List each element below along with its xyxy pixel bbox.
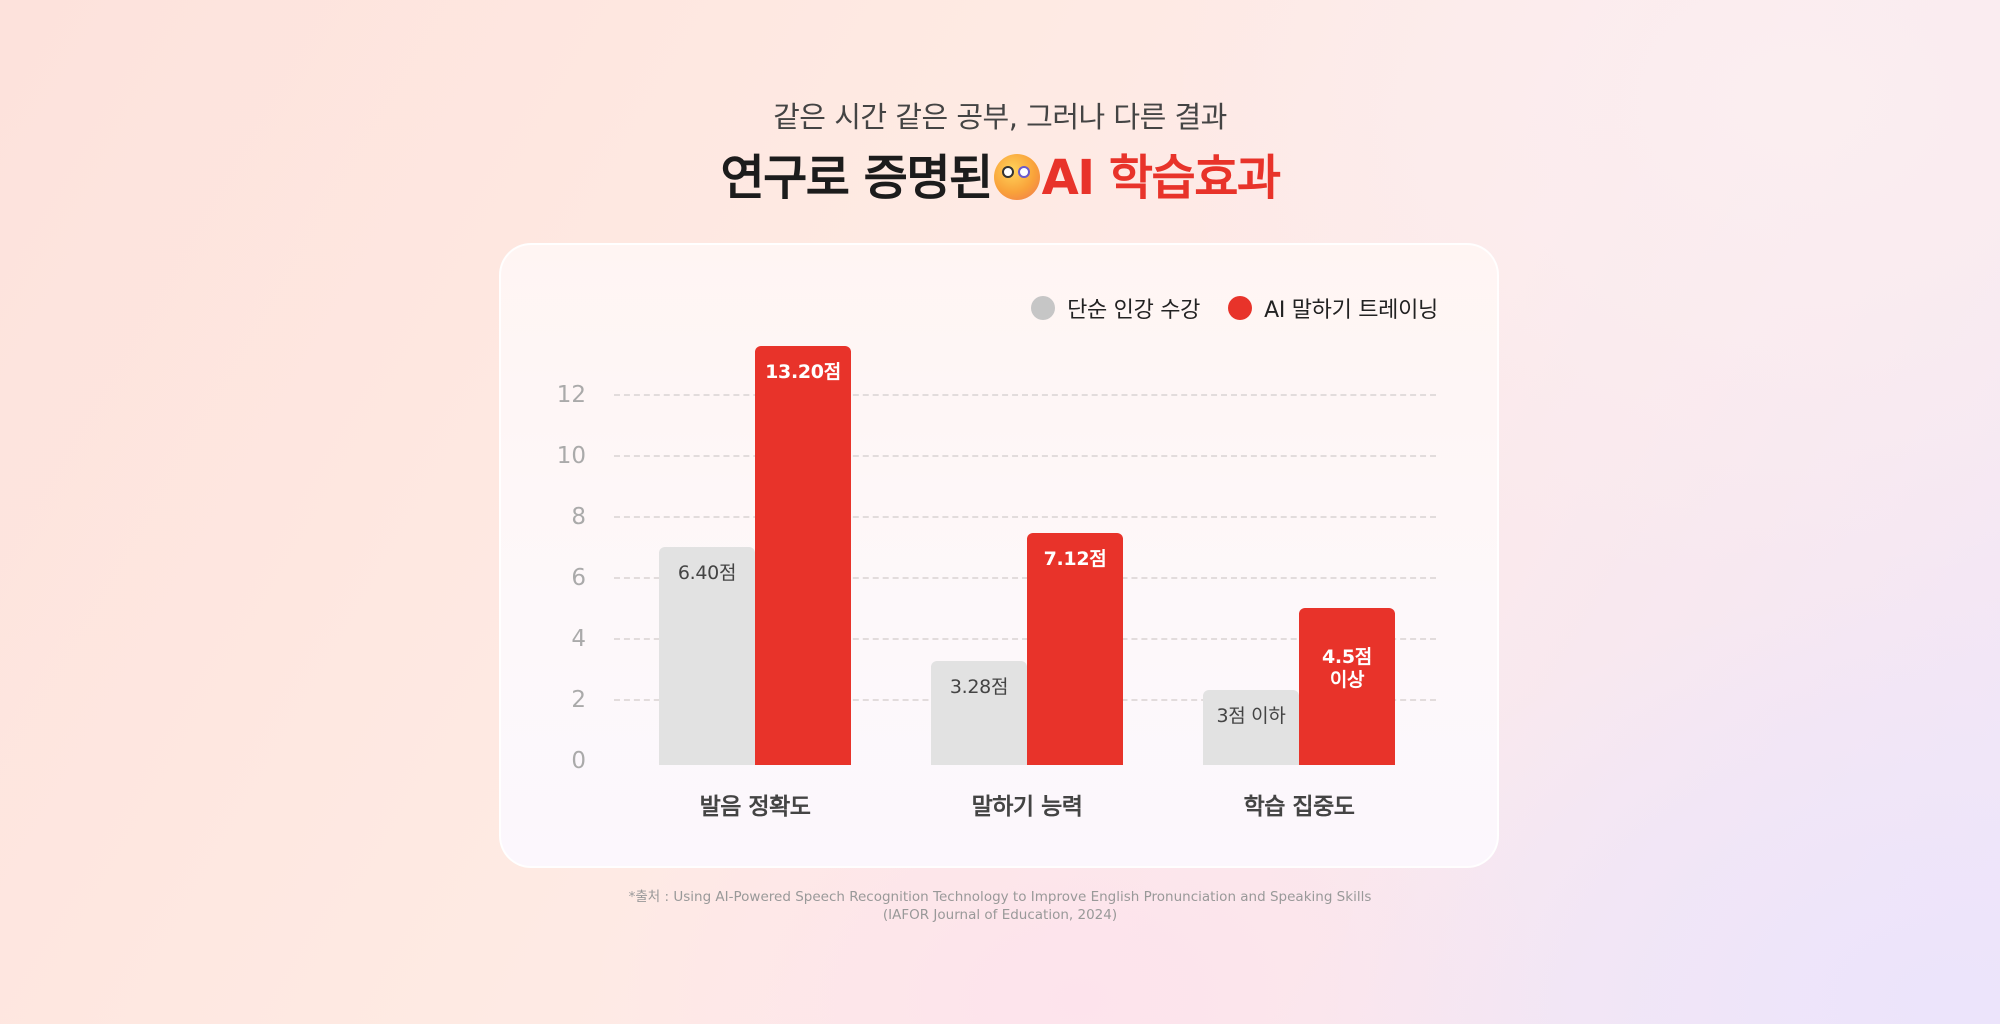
y-tick: 0 (571, 748, 586, 774)
chart-card (499, 243, 1499, 868)
bar-ai-pronunciation: 13.20점 (755, 346, 851, 765)
legend-dot-gray-icon (1031, 296, 1056, 320)
legend-item-baseline: 단순 인강 수강 (1031, 292, 1200, 324)
legend-item-ai: AI 말하기 트레이닝 (1228, 292, 1438, 324)
bar-value-label: 7.12점 (1043, 548, 1107, 570)
bar-ai-focus: 4.5점 이상 (1299, 608, 1395, 765)
bar-baseline-focus: 3점 이하 (1203, 690, 1299, 765)
y-tick: 12 (556, 382, 586, 408)
legend-label: 단순 인강 수강 (1067, 298, 1201, 323)
y-tick: 8 (571, 504, 586, 530)
gridline-4 (614, 638, 1436, 640)
gridline-6 (614, 577, 1436, 579)
gridline-12 (614, 394, 1436, 396)
source-line-2: (IAFOR Journal of Education, 2024) (882, 907, 1118, 923)
gridline-10 (614, 455, 1436, 457)
legend-label: AI 말하기 트레이닝 (1264, 298, 1438, 323)
bar-value-label: 3.28점 (949, 676, 1009, 698)
y-tick: 6 (571, 565, 586, 591)
source-citation: *출처 : Using AI-Powered Speech Recognitio… (0, 888, 2000, 924)
chart-legend: 단순 인강 수강 AI 말하기 트레이닝 (1003, 292, 1438, 324)
face-with-monocle-icon (993, 154, 1040, 200)
x-label-speaking: 말하기 능력 (971, 794, 1083, 820)
y-tick: 4 (571, 626, 586, 652)
y-tick: 2 (571, 687, 586, 713)
legend-dot-red-icon (1228, 296, 1253, 320)
subtitle: 같은 시간 같은 공부, 그러나 다른 결과 (773, 100, 1227, 134)
gridline-8 (614, 516, 1436, 518)
page-title: 연구로 증명된 AI 학습효과 (0, 138, 2000, 208)
x-label-pronunciation: 발음 정확도 (699, 794, 811, 820)
bar-baseline-pronunciation: 6.40점 (659, 547, 755, 765)
bar-baseline-speaking: 3.28점 (931, 661, 1027, 765)
bar-value-label: 3점 이하 (1216, 705, 1286, 727)
bar-value-label: 13.20점 (765, 361, 841, 383)
bar-ai-speaking: 7.12점 (1027, 533, 1123, 765)
title-accent: AI 학습효과 (1041, 150, 1281, 206)
bar-value-label: 4.5점 이상 (1322, 646, 1372, 691)
bar-value-label: 6.40점 (677, 562, 737, 584)
y-tick: 10 (556, 443, 586, 469)
x-label-focus: 학습 집중도 (1243, 794, 1355, 820)
title-prefix: 연구로 증명된 (720, 150, 993, 206)
source-line-1: *출처 : Using AI-Powered Speech Recognitio… (628, 889, 1372, 905)
